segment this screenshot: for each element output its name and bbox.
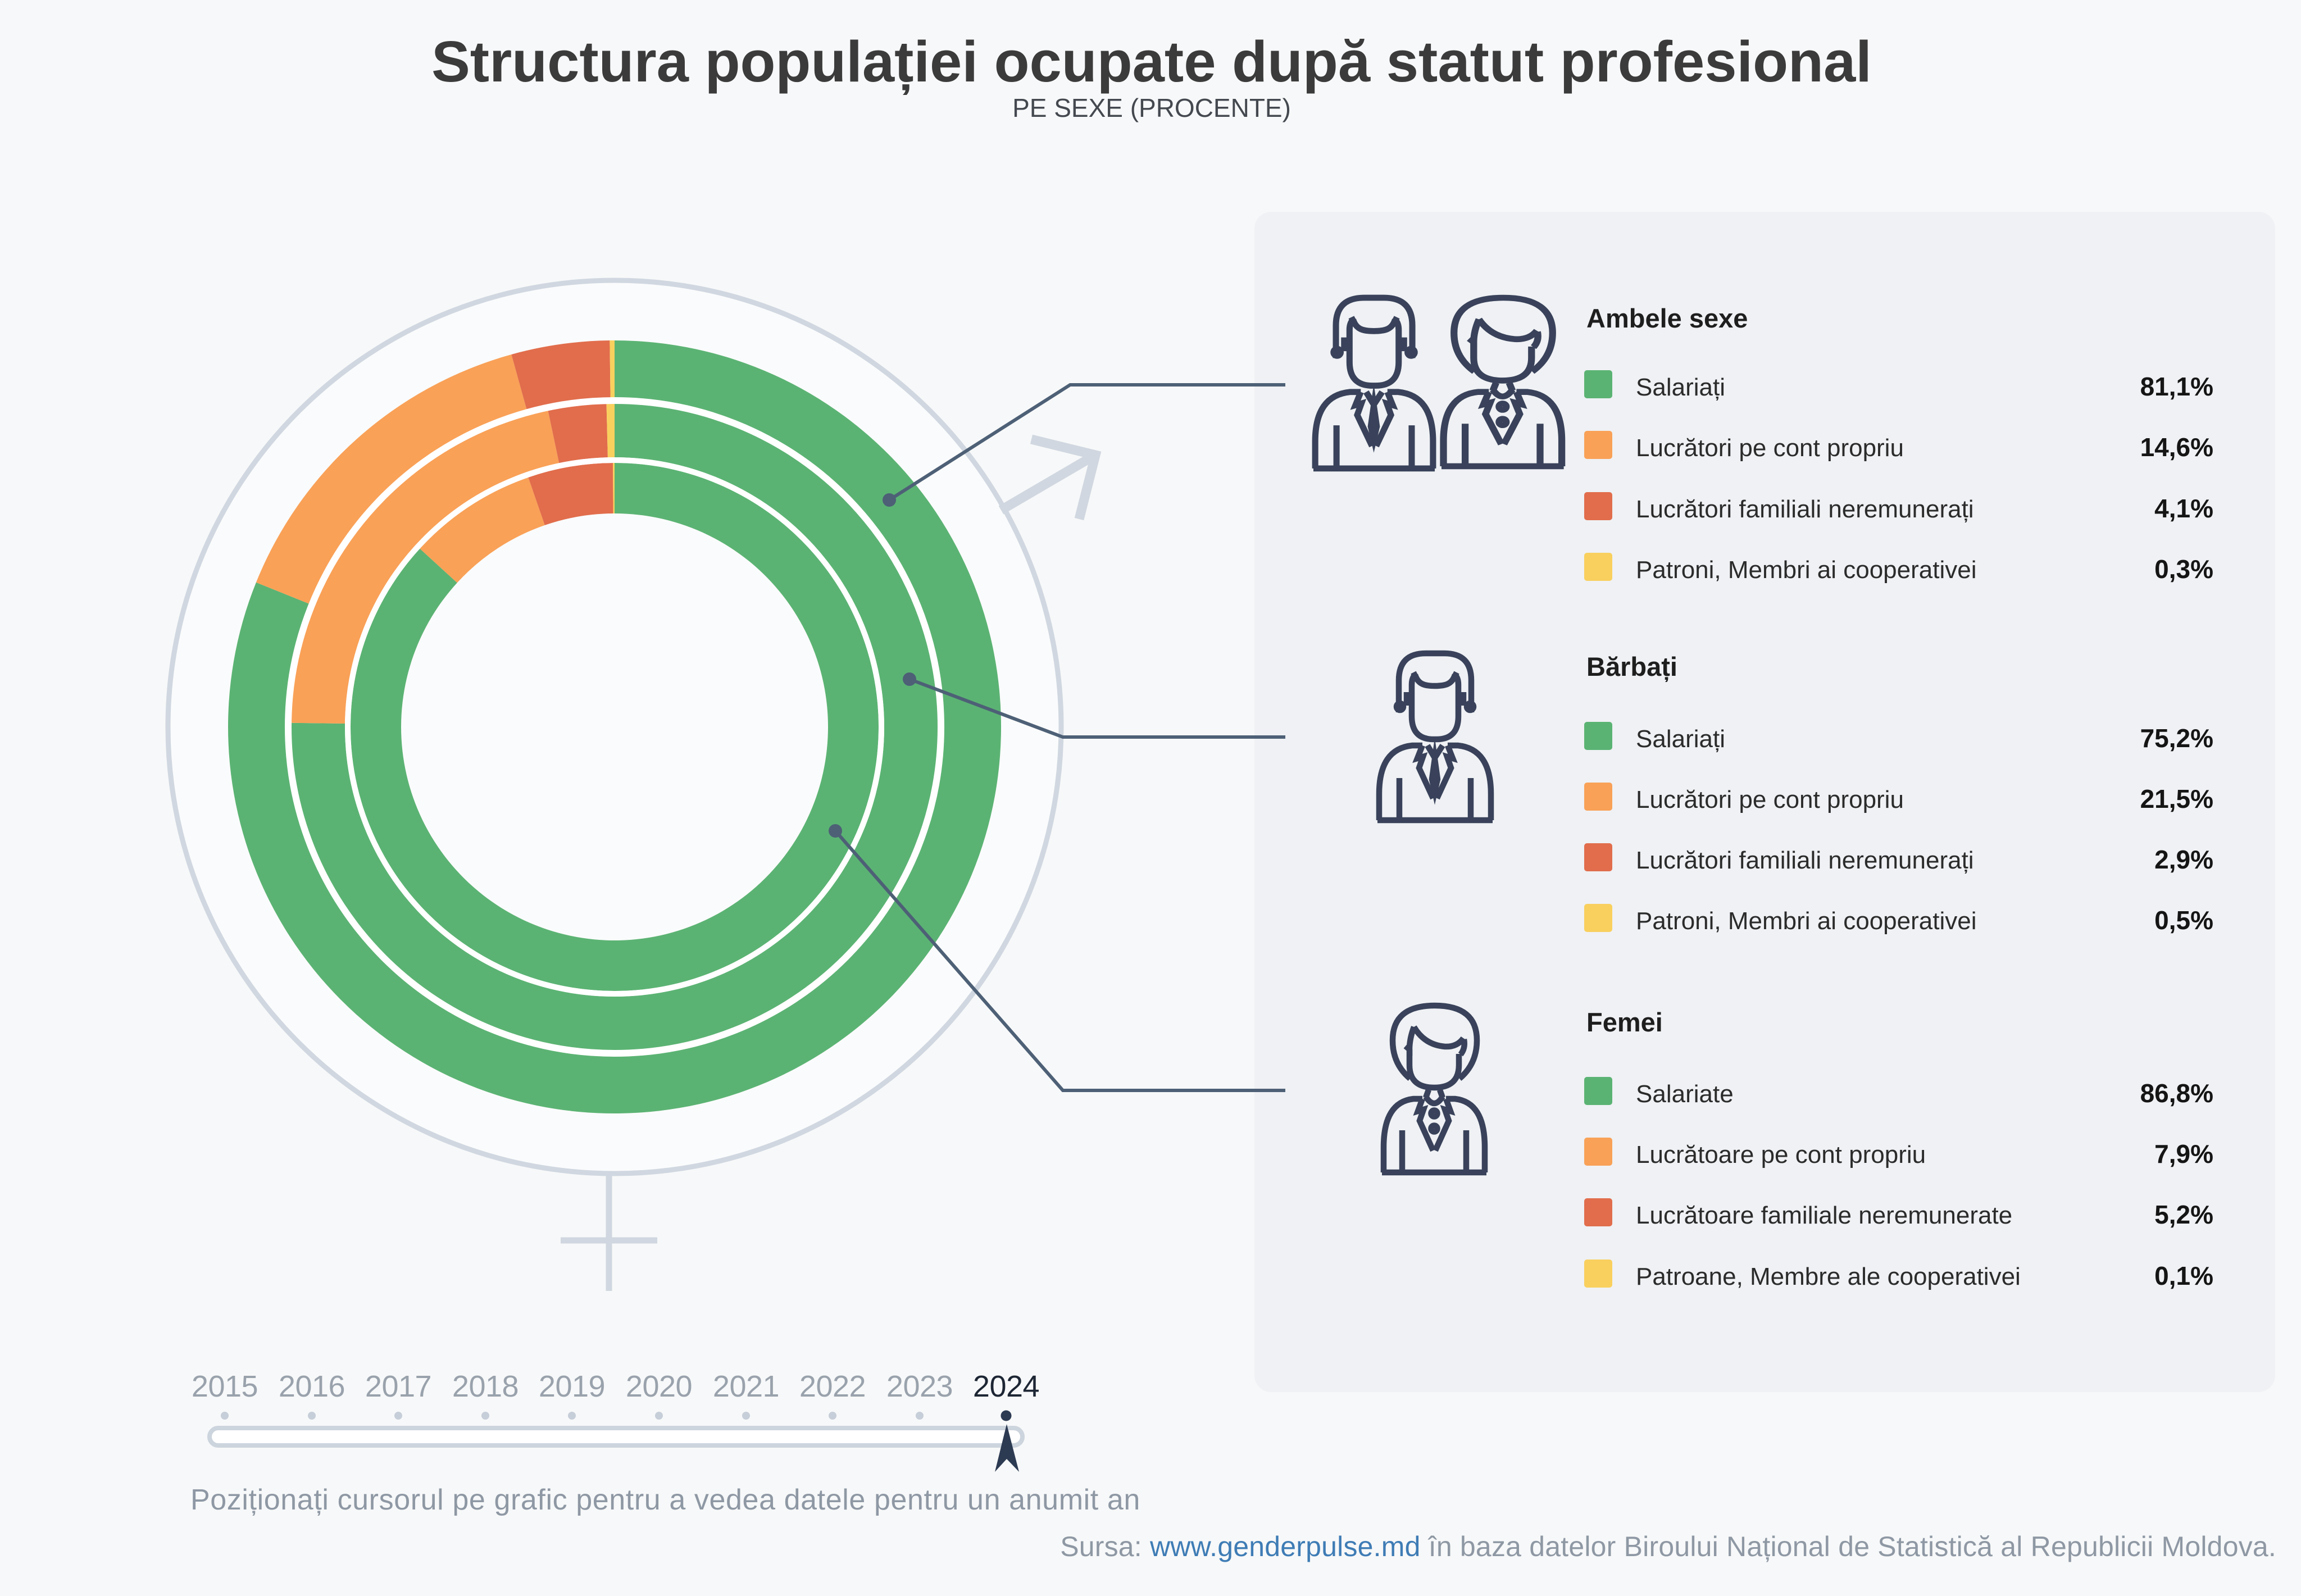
svg-text:14,6%: 14,6%	[2140, 433, 2213, 462]
svg-text:Lucrătoare pe cont propriu: Lucrătoare pe cont propriu	[1636, 1141, 1926, 1168]
svg-text:Lucrători pe cont propriu: Lucrători pe cont propriu	[1636, 434, 1904, 462]
svg-text:Lucrători familiali neremunera: Lucrători familiali neremunerați	[1636, 495, 1974, 523]
svg-text:Patroane, Membre ale cooperati: Patroane, Membre ale cooperativei	[1636, 1263, 2021, 1290]
svg-text:2,9%: 2,9%	[2154, 845, 2213, 874]
svg-text:Lucrători familiali neremunera: Lucrători familiali neremunerați	[1636, 847, 1974, 874]
svg-text:0,1%: 0,1%	[2154, 1261, 2213, 1290]
svg-text:Sursa: www.genderpulse.md în b: Sursa: www.genderpulse.md în baza datelo…	[1060, 1531, 2276, 1562]
svg-text:0,5%: 0,5%	[2154, 906, 2213, 935]
svg-text:2019: 2019	[539, 1370, 605, 1403]
svg-text:2018: 2018	[452, 1370, 519, 1403]
svg-text:2022: 2022	[799, 1370, 866, 1403]
svg-text:Poziționați cursorul pe grafic: Poziționați cursorul pe grafic pentru a …	[190, 1484, 1140, 1516]
svg-text:4,1%: 4,1%	[2154, 494, 2213, 523]
svg-text:2020: 2020	[626, 1370, 692, 1403]
svg-text:Femei: Femei	[1586, 1007, 1663, 1037]
svg-text:5,2%: 5,2%	[2154, 1200, 2213, 1229]
svg-text:2016: 2016	[279, 1370, 345, 1403]
svg-text:Lucrători pe cont propriu: Lucrători pe cont propriu	[1636, 786, 1904, 813]
svg-text:2024: 2024	[973, 1370, 1039, 1403]
svg-text:Patroni, Membri ai cooperative: Patroni, Membri ai cooperativei	[1636, 556, 1976, 584]
svg-text:Patroni, Membri ai cooperative: Patroni, Membri ai cooperativei	[1636, 907, 1976, 935]
svg-text:75,2%: 75,2%	[2140, 724, 2213, 753]
svg-text:21,5%: 21,5%	[2140, 784, 2213, 813]
svg-text:81,1%: 81,1%	[2140, 372, 2213, 401]
svg-text:PE SEXE (PROCENTE): PE SEXE (PROCENTE)	[1012, 93, 1291, 122]
svg-text:2021: 2021	[713, 1370, 779, 1403]
svg-text:7,9%: 7,9%	[2154, 1139, 2213, 1168]
svg-text:86,8%: 86,8%	[2140, 1079, 2213, 1108]
svg-text:Salariate: Salariate	[1636, 1080, 1734, 1108]
svg-text:Salariați: Salariați	[1636, 725, 1725, 753]
svg-text:Structura populației ocupate d: Structura populației ocupate după statut…	[431, 29, 1872, 95]
svg-text:2023: 2023	[886, 1370, 953, 1403]
svg-text:Lucrătoare familiale neremuner: Lucrătoare familiale neremunerate	[1636, 1202, 2012, 1229]
svg-text:2015: 2015	[192, 1370, 258, 1403]
svg-text:Salariați: Salariați	[1636, 374, 1725, 401]
svg-text:Ambele sexe: Ambele sexe	[1586, 303, 1748, 333]
svg-text:0,3%: 0,3%	[2154, 554, 2213, 584]
svg-text:Bărbați: Bărbați	[1586, 652, 1677, 682]
svg-text:2017: 2017	[365, 1370, 431, 1403]
